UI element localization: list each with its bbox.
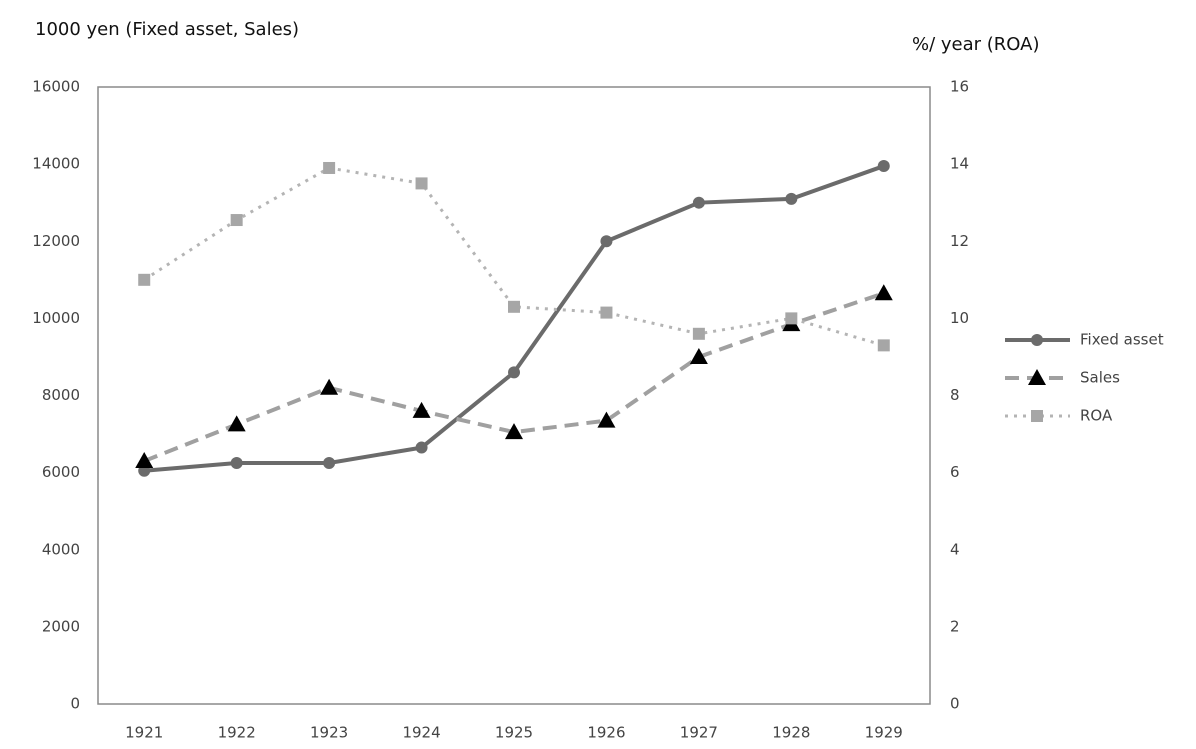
data-point [412, 401, 431, 418]
y2-tick-label: 2 [950, 617, 960, 635]
data-point [508, 300, 520, 313]
y-axis-title: 1000 yen (Fixed asset, Sales) [35, 19, 299, 40]
data-point [785, 192, 798, 205]
data-point [135, 452, 154, 469]
x-tick-label: 1929 [865, 724, 903, 742]
y2-tick-label: 12 [950, 232, 969, 250]
y2-tick-label: 0 [950, 695, 960, 713]
data-point [505, 423, 523, 440]
x-tick-label: 1923 [310, 724, 348, 742]
y2-tick-label: 10 [950, 309, 969, 327]
y-tick-label: 10000 [32, 309, 80, 327]
legend-label: Fixed asset [1080, 331, 1164, 349]
y-tick-label: 14000 [32, 155, 80, 173]
legend-marker [1031, 410, 1043, 422]
y2-tick-label: 14 [950, 155, 969, 173]
data-point [877, 339, 890, 352]
plot-frame [97, 86, 931, 705]
y2-tick-label: 4 [950, 540, 960, 558]
y-tick-label: 16000 [32, 78, 80, 96]
y2-tick-label: 6 [950, 463, 960, 481]
x-tick-label: 1922 [218, 724, 256, 742]
legend-marker [1031, 334, 1043, 346]
y2-tick-label: 16 [950, 78, 969, 96]
data-point [323, 161, 336, 174]
x-tick-label: 1925 [495, 724, 533, 742]
data-point [323, 456, 336, 469]
data-point [689, 347, 708, 364]
series-line [143, 166, 885, 347]
data-point [877, 160, 890, 173]
data-point [692, 327, 705, 340]
x-tick-label: 1928 [772, 724, 810, 742]
y-tick-label: 6000 [42, 463, 80, 481]
data-point [692, 196, 705, 209]
data-point [415, 441, 428, 454]
y2-axis-title: %/ year (ROA) [912, 34, 1040, 55]
data-point [230, 456, 243, 469]
data-point [138, 273, 151, 286]
y-tick-label: 0 [70, 695, 80, 713]
legend-label: Sales [1080, 369, 1120, 387]
y-tick-label: 12000 [32, 232, 80, 250]
y-tick-label: 2000 [42, 617, 80, 635]
data-point [320, 378, 339, 395]
x-tick-label: 1926 [587, 724, 625, 742]
y-tick-label: 8000 [42, 386, 80, 404]
x-tick-label: 1921 [125, 724, 163, 742]
data-point [600, 235, 613, 248]
data-point [508, 366, 520, 379]
data-point [230, 214, 243, 227]
data-point [785, 312, 798, 325]
y2-tick-label: 8 [950, 386, 960, 404]
x-tick-label: 1924 [402, 724, 440, 742]
y-tick-label: 4000 [42, 540, 80, 558]
series-line [143, 291, 885, 463]
legend-label: ROA [1080, 407, 1113, 425]
data-point [415, 177, 428, 190]
data-point [874, 284, 893, 301]
data-point [227, 415, 246, 432]
x-tick-label: 1927 [680, 724, 718, 742]
data-point [600, 306, 613, 319]
legend-marker [1028, 369, 1046, 385]
data-point [597, 411, 616, 428]
